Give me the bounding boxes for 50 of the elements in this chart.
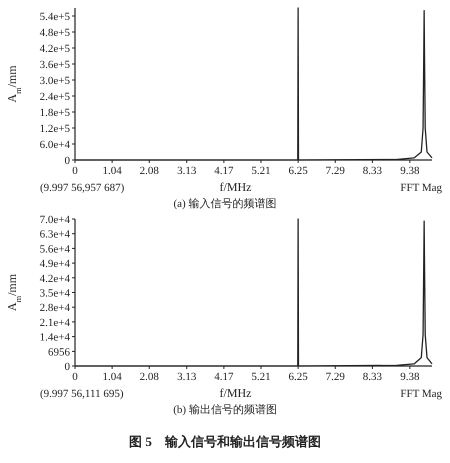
y-tick-label: 4.8e+5: [40, 27, 70, 39]
x-tick-label: 6.25: [288, 371, 308, 383]
text: FFT Mag: [400, 388, 442, 400]
x-tick-label: 1.04: [102, 165, 122, 177]
y-tick-label: 3.6e+5: [40, 59, 70, 71]
x-axis-title: f/MHz: [220, 386, 252, 400]
text: (9.997 56,111 695): [40, 388, 124, 400]
x-tick-label: 2.08: [140, 371, 160, 383]
x-axis-title: f/MHz: [220, 180, 252, 194]
y-tick-label: 2.8e+4: [40, 302, 70, 314]
x-tick-label: 4.17: [214, 371, 234, 383]
y-tick-label: 0: [64, 155, 70, 167]
y-tick-label: 7.0e+4: [40, 214, 70, 226]
y-tick-label: 4.2e+5: [40, 43, 70, 55]
y-tick-label: 6.0e+4: [40, 139, 70, 151]
text: (9.997 56,957 687): [40, 182, 125, 194]
x-tick-label: 1.04: [102, 371, 122, 383]
x-tick-label: 2.08: [140, 165, 160, 177]
text: FFT Mag: [400, 182, 442, 194]
x-tick-label: 8.33: [362, 371, 383, 383]
y-tick-label: 1.2e+5: [40, 123, 70, 135]
x-tick-label: 0: [72, 371, 78, 383]
y-tick-label: 6.3e+4: [40, 228, 70, 241]
text: (a) 输入信号的频谱图: [174, 197, 276, 210]
x-tick-label: 9.38: [400, 371, 420, 383]
x-tick-label: 7.29: [326, 371, 346, 383]
x-tick-label: 3.13: [177, 165, 197, 177]
y-tick-label: 2.1e+4: [40, 316, 70, 329]
y-tick-label: 4.9e+4: [40, 258, 70, 270]
y-tick-label: 5.6e+4: [40, 243, 70, 256]
x-tick-label: 6.25: [288, 165, 308, 177]
y-tick-label: 1.4e+4: [40, 332, 70, 344]
y-tick-label: 3.5e+4: [40, 288, 70, 300]
x-tick-label: 3.13: [177, 371, 197, 383]
x-tick-label: 8.33: [362, 165, 383, 177]
x-tick-label: 0: [72, 165, 78, 177]
y-tick-label: 3.0e+5: [40, 75, 70, 87]
x-tick-label: 5.21: [251, 165, 271, 177]
text: (b) 输出信号的频谱图: [173, 403, 277, 416]
y-tick-label: 0: [64, 361, 70, 373]
x-tick-label: 5.21: [251, 371, 271, 383]
y-tick-label: 5.4e+5: [40, 11, 70, 23]
y-tick-label: 6956: [48, 346, 70, 358]
x-tick-label: 7.29: [326, 165, 346, 177]
y-tick-label: 4.2e+4: [40, 272, 70, 285]
y-tick-label: 2.4e+5: [40, 91, 70, 103]
x-tick-label: 4.17: [214, 165, 234, 177]
caption: 图 5 输入信号和输出信号频谱图: [129, 434, 321, 449]
y-tick-label: 1.8e+5: [40, 107, 70, 119]
x-tick-label: 9.38: [400, 165, 420, 177]
